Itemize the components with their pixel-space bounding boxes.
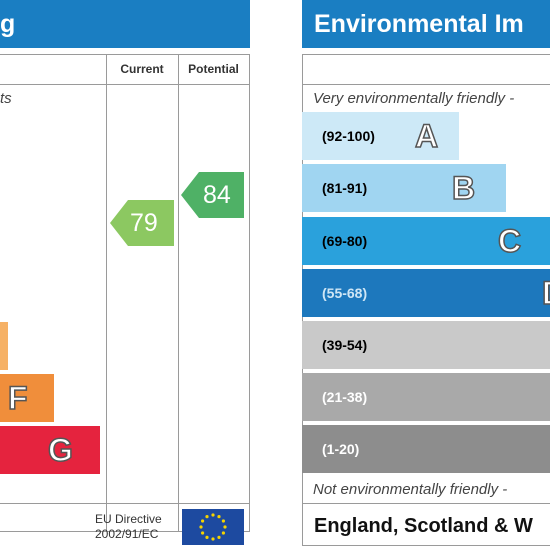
current-rating-arrow: 79 [110,200,174,246]
energy-top-note: ts [0,90,12,107]
environmental-panel-title: Environmental Im [302,0,550,48]
potential-column-header: Potential [188,62,239,76]
current-rating-value: 79 [130,209,158,237]
environmental-impact-panel: Environmental Im Very environmentally fr… [302,0,550,550]
energy-band-e [0,322,8,370]
env-band-d: (55-68) D [302,269,550,317]
energy-band-g-letter: G [47,431,73,469]
eu-directive-label: EU Directive 2002/91/EC [95,512,162,541]
env-band-f: (21-38) [302,373,550,421]
potential-rating-value: 84 [203,181,231,209]
eu-flag-icon [182,509,244,545]
current-column-header: Current [120,62,164,76]
energy-band-f: F [0,374,54,422]
energy-efficiency-panel: g Current Potential ts F G 79 84 EU Dire… [0,0,250,550]
environmental-bottom-note: Not environmentally friendly - [313,481,508,498]
env-band-c: (69-80) C [302,217,550,265]
energy-panel-title: g [0,0,250,48]
environmental-top-note: Very environmentally friendly - [313,90,515,107]
energy-table-frame [0,54,250,532]
energy-band-g: G [0,426,100,474]
energy-band-f-letter: F [7,379,28,417]
env-band-a: (92-100) A [302,112,459,160]
env-band-e: (39-54) [302,321,550,369]
env-band-g: (1-20) [302,425,550,473]
env-band-b: (81-91) B [302,164,506,212]
potential-rating-arrow: 84 [181,172,244,218]
country-label: England, Scotland & W [314,515,533,537]
